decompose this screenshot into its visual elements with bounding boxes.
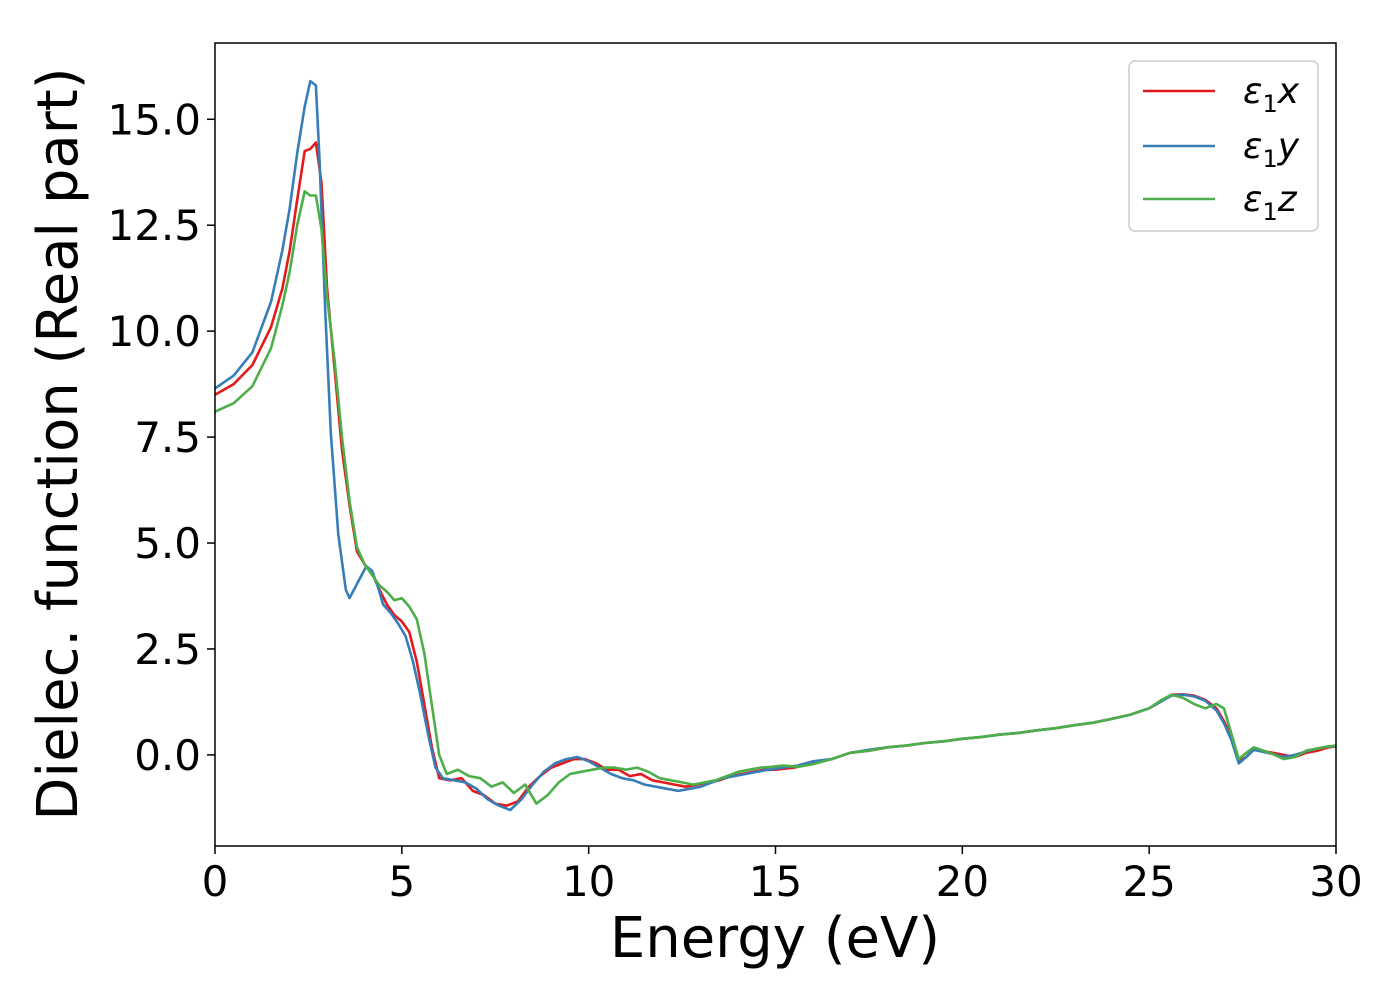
y-tick-label: 5.0	[134, 519, 201, 568]
y-tick-label: 0.0	[134, 731, 201, 780]
legend-box	[1128, 60, 1319, 232]
y-axis-label: Dielec. function (Real part)	[26, 67, 91, 820]
y-axis-ticks: 0.0 2.5 5.0 7.5 10.0 12.5 15.0	[107, 95, 215, 780]
series-line-x	[215, 141, 1336, 808]
x-axis-label: Energy (eV)	[610, 906, 940, 971]
legend-label-y: ε1y	[1243, 126, 1300, 173]
x-tick-label: 15	[749, 857, 802, 906]
y-tick-label: 7.5	[134, 413, 201, 462]
y-tick-label: 12.5	[107, 201, 201, 250]
x-tick-label: 10	[562, 857, 615, 906]
y-tick-label: 10.0	[107, 307, 201, 356]
x-tick-label: 5	[388, 857, 415, 906]
legend-label-x: ε1x	[1243, 71, 1300, 118]
series-line-z	[215, 190, 1336, 805]
x-tick-label: 20	[936, 857, 989, 906]
series-layer	[215, 79, 1336, 812]
x-axis-ticks: 0 5 10 15 20 25 30	[202, 846, 1363, 906]
legend-label-z: ε1z	[1243, 179, 1298, 226]
x-tick-label: 30	[1309, 857, 1362, 906]
legend: ε1x ε1y ε1z	[1128, 60, 1319, 232]
y-tick-label: 2.5	[134, 625, 201, 674]
x-tick-label: 25	[1122, 857, 1175, 906]
series-line-y	[215, 79, 1336, 812]
x-tick-label: 0	[202, 857, 229, 906]
y-tick-label: 15.0	[107, 95, 201, 144]
